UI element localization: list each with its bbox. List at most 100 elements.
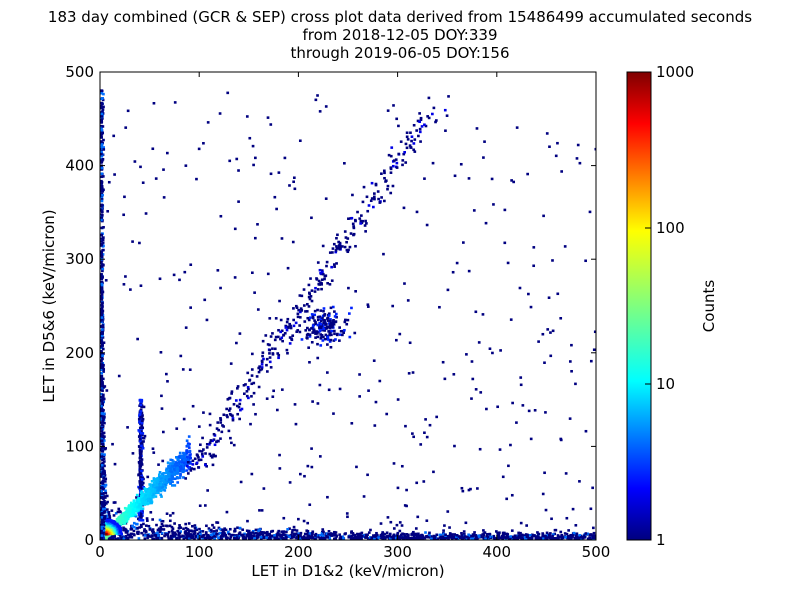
heatmap-cell [536,537,540,540]
heatmap-cell [100,311,104,315]
heatmap-cell [149,497,152,500]
heatmap-cell [121,519,125,522]
heatmap-cell [341,245,344,248]
heatmap-cell [533,409,537,412]
heatmap-cell [158,277,162,281]
heatmap-cell [178,536,181,540]
heatmap-cell [404,424,407,428]
heatmap-cell [138,426,142,430]
heatmap-cell [266,343,270,346]
heatmap-cell [277,353,281,357]
heatmap-cell [206,533,210,537]
heatmap-cell [131,452,135,455]
heatmap-cell [335,333,339,337]
heatmap-cell [275,534,279,538]
heatmap-cell [431,161,435,165]
heatmap-cell [322,327,326,331]
heatmap-cell [588,537,592,540]
heatmap-cell [193,537,196,540]
heatmap-cell [327,314,331,317]
heatmap-cell [372,205,375,209]
heatmap-cell [211,536,214,540]
heatmap-cell [408,144,412,147]
heatmap-cell [325,535,328,538]
heatmap-cell [254,528,258,532]
heatmap-cell [366,473,369,477]
heatmap-cell [117,374,121,378]
heatmap-cell [106,500,109,504]
heatmap-cell [344,318,347,322]
heatmap-cell [181,368,185,371]
heatmap-cell [561,536,565,540]
heatmap-cell [137,417,141,421]
heatmap-cell [482,156,485,159]
heatmap-cell [146,536,149,540]
heatmap-cell [190,534,194,538]
heatmap-cell [323,329,327,332]
heatmap-cell [451,270,455,274]
heatmap-cell [157,473,161,477]
heatmap-cell [305,536,309,540]
heatmap-cell [442,535,446,539]
heatmap-cell [154,495,158,498]
heatmap-cell [419,534,422,538]
heatmap-cell [167,530,171,534]
heatmap-cell [265,533,269,537]
heatmap-cell [205,524,208,528]
heatmap-cell [139,403,143,407]
heatmap-cell [155,479,159,483]
heatmap-cell [335,245,338,248]
heatmap-cell [139,284,143,287]
heatmap-cell [390,146,394,149]
heatmap-cell [497,535,501,538]
heatmap-cell [305,302,309,306]
heatmap-cell [123,515,127,518]
heatmap-cell [136,530,139,534]
heatmap-cell [144,529,148,533]
heatmap-cell [257,370,261,374]
heatmap-cell [242,535,246,539]
heatmap-cell [398,332,402,336]
heatmap-cell [189,469,193,472]
heatmap-cell [140,444,143,448]
heatmap-cell [323,320,326,323]
heatmap-cell [214,535,217,539]
heatmap-cell [338,537,342,540]
heatmap-cell [291,334,295,337]
heatmap-cell [119,514,123,517]
heatmap-cell [327,388,331,392]
heatmap-cell [172,460,175,463]
heatmap-cell [161,485,164,489]
heatmap-cell [559,316,563,320]
heatmap-cell [167,466,170,469]
heatmap-cell [138,467,142,471]
heatmap-cell [100,490,103,493]
heatmap-cell [102,363,105,367]
heatmap-cell [308,291,311,295]
heatmap-cell [238,398,242,402]
heatmap-cell [192,467,196,471]
heatmap-cell [556,141,559,145]
heatmap-cell [292,307,295,310]
heatmap-cell [386,184,390,188]
heatmap-cell [441,537,444,540]
heatmap-cell [305,336,309,340]
heatmap-cell [148,494,152,498]
heatmap-cell [366,533,369,536]
heatmap-cell [303,537,307,540]
heatmap-cell [151,537,154,540]
heatmap-cell [328,537,332,540]
heatmap-cell [333,332,336,336]
heatmap-cell [215,532,218,536]
heatmap-cell [273,347,277,351]
heatmap-cell [136,532,140,535]
heatmap-cell [102,263,105,267]
heatmap-cell [375,533,379,537]
heatmap-cell [288,336,292,339]
heatmap-cell [412,533,415,536]
heatmap-cell [230,441,233,445]
heatmap-cell [163,483,167,487]
heatmap-cell [150,534,154,538]
heatmap-cell [298,330,302,334]
heatmap-cell [334,320,338,323]
